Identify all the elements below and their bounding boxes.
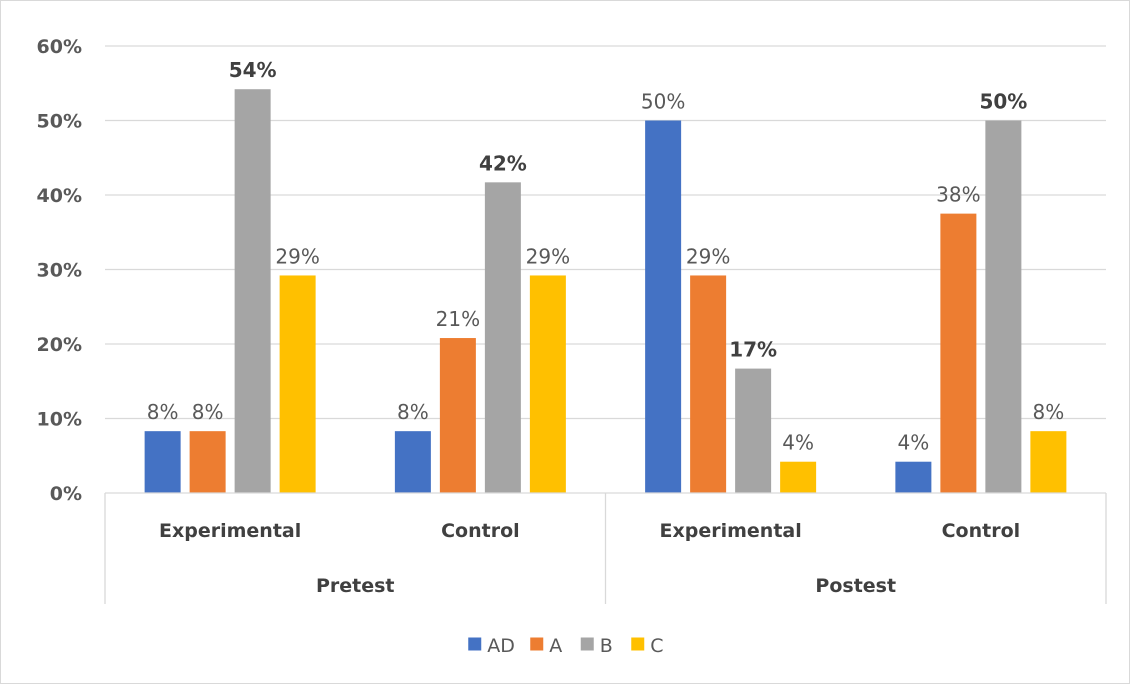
y-tick-label: 30% [37,260,82,282]
data-label: 8% [397,400,429,424]
data-label: 4% [782,431,814,455]
bar-a [690,275,727,493]
x-category-label: Control [441,520,520,542]
data-label: 42% [479,151,527,175]
x-category-label: Experimental [660,520,802,542]
bar-c [279,275,316,493]
data-label: 17% [729,338,777,362]
bar-b [985,120,1022,493]
y-tick-label: 20% [37,334,82,356]
bar-c [780,461,817,493]
bar-a [439,338,476,493]
bar-ad [895,461,932,493]
data-label: 38% [936,183,980,207]
bar-c [529,275,566,493]
y-tick-label: 0% [50,483,82,505]
data-label: 29% [275,244,319,268]
bar-ad [645,120,682,493]
x-group-label: Postest [815,575,896,597]
bar-b [234,89,271,494]
data-label: 8% [192,400,224,424]
x-axis: Experimental Control Experimental Control Pr… [104,492,1107,604]
y-tick-label: 50% [37,111,82,133]
legend-swatch-ad [468,637,482,651]
data-label: 4% [898,431,930,455]
legend-swatch-b [580,637,594,651]
legend-label: B [600,635,613,657]
bar-ad [144,431,181,493]
legend-label: A [549,635,562,657]
legend-swatch-c [631,637,645,651]
bar-b [735,368,772,493]
x-category-label: Experimental [159,520,301,542]
data-label: 50% [979,90,1027,114]
data-labels: 8% 8% 50% 4% 8% 21% 29% 38% 54% 42% 17% 50% 29% 29% 4%… [147,58,1065,455]
bars [144,89,1067,494]
y-tick-label: 60% [37,36,82,58]
y-tick-label: 10% [37,409,82,431]
legend-label: C [650,635,663,657]
bar-a [189,431,226,493]
bar-c [1030,431,1067,493]
data-label: 29% [686,244,730,268]
y-tick-label: 40% [37,185,82,207]
bar-a [940,213,977,493]
data-label: 54% [229,58,277,82]
legend: AD A B C [468,635,664,657]
data-label: 29% [526,244,570,268]
data-label: 8% [1033,400,1065,424]
data-label: 50% [641,90,685,114]
bar-b [484,182,521,493]
data-label: 21% [436,307,480,331]
legend-label: AD [487,635,515,657]
bar-ad [394,431,431,493]
y-axis-ticks: 0% 10% 20% 30% 40% 50% 60% [37,36,82,505]
x-group-label: Pretest [316,575,395,597]
data-label: 8% [147,400,179,424]
legend-swatch-a [530,637,544,651]
gridlines [105,45,1106,420]
x-category-label: Control [942,520,1021,542]
